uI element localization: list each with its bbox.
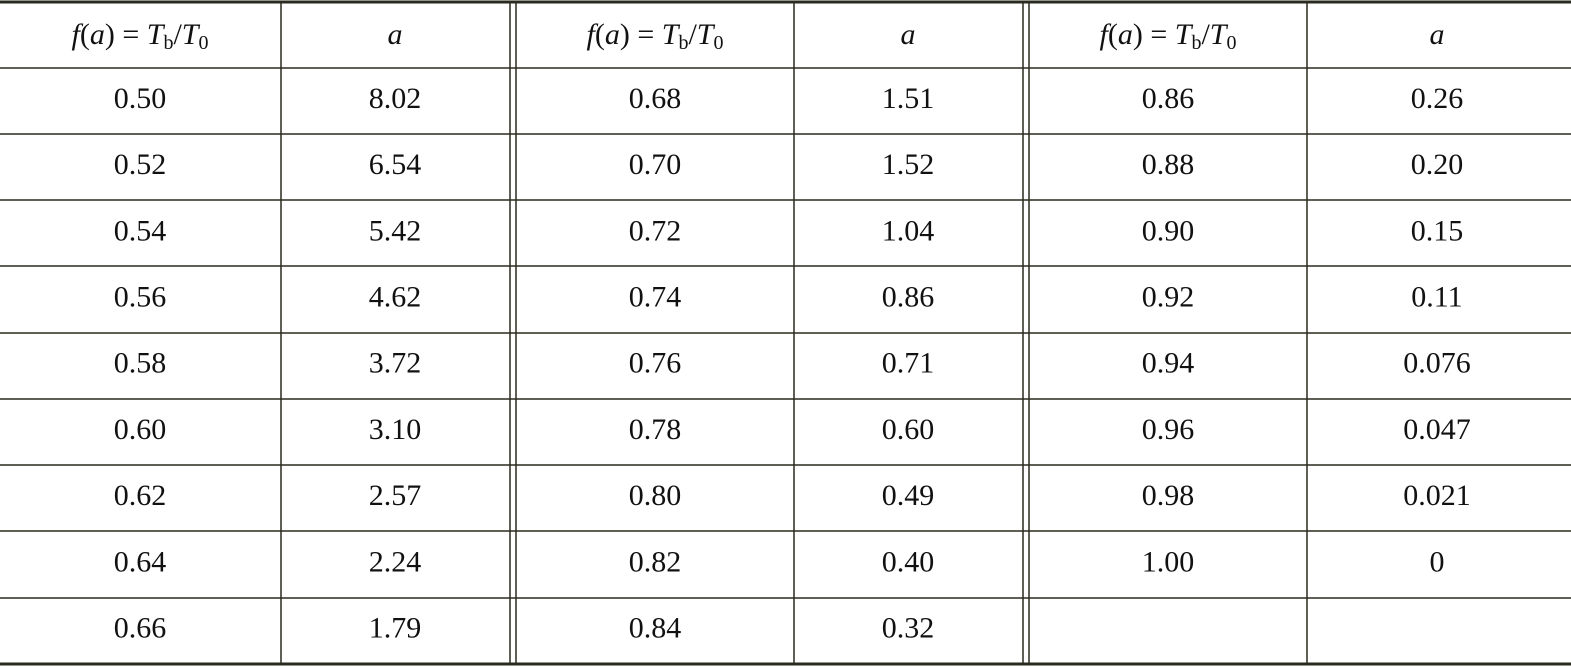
table-cell: 0.60 <box>882 413 935 446</box>
table-cell: 0.56 <box>114 280 167 313</box>
table-cell: 0.68 <box>629 82 682 115</box>
table-cell: 0.15 <box>1411 214 1464 247</box>
table-cell: 0 <box>1430 545 1445 578</box>
table-cell: 0.32 <box>882 611 935 644</box>
table-cell: 0.72 <box>629 214 682 247</box>
table-cell: 0.74 <box>629 280 682 313</box>
table-cell: 0.076 <box>1403 347 1471 380</box>
table-cell: 2.24 <box>369 545 422 578</box>
header-segment: b <box>1191 32 1201 54</box>
table-cell: 8.02 <box>369 82 422 115</box>
table-cell: 0.78 <box>629 413 682 446</box>
table-cell: 0.86 <box>1142 82 1195 115</box>
table-cell: 0.92 <box>1142 280 1195 313</box>
table-cell: 0.76 <box>629 347 682 380</box>
header-segment: a <box>1430 18 1445 51</box>
header-segment: ( <box>80 18 90 51</box>
table-cell: 1.79 <box>369 611 422 644</box>
table-cell: 0.54 <box>114 214 167 247</box>
header-segment: b <box>678 32 688 54</box>
table-cell: 1.04 <box>882 214 935 247</box>
header-segment: a <box>90 18 105 51</box>
header-cell: f(a) = Tb/T0 <box>72 18 209 54</box>
table-cell: 0.021 <box>1403 479 1471 512</box>
header-segment: T <box>1210 18 1229 51</box>
table-cell: 0.84 <box>629 611 682 644</box>
header-cell: a <box>1430 18 1445 51</box>
table-cell: 0.40 <box>882 545 935 578</box>
header-cell: a <box>901 18 916 51</box>
header-segment: 0 <box>198 32 208 54</box>
header-segment: / <box>688 18 697 51</box>
table-cell: 0.49 <box>882 479 935 512</box>
header-segment: ( <box>1108 18 1118 51</box>
table-cell: 3.72 <box>369 347 422 380</box>
header-segment: a <box>1118 18 1133 51</box>
table-cell: 0.90 <box>1142 214 1195 247</box>
table-cell: 0.80 <box>629 479 682 512</box>
table-cell: 0.98 <box>1142 479 1195 512</box>
table-cell: 0.64 <box>114 545 167 578</box>
header-segment: / <box>1201 18 1210 51</box>
header-segment: a <box>388 18 403 51</box>
header-segment: T <box>182 18 201 51</box>
header-segment: / <box>173 18 182 51</box>
table-cell: 0.62 <box>114 479 167 512</box>
header-segment: T <box>147 18 166 51</box>
table-cell: 3.10 <box>369 413 422 446</box>
table-cell: 0.88 <box>1142 148 1195 181</box>
header-segment: T <box>662 18 681 51</box>
table-cell: 1.52 <box>882 148 935 181</box>
header-segment: ) = <box>620 18 662 51</box>
table-cell: 1.51 <box>882 82 935 115</box>
table-cell: 6.54 <box>369 148 422 181</box>
table-cell: 4.62 <box>369 280 422 313</box>
header-segment: T <box>697 18 716 51</box>
header-cell: a <box>388 18 403 51</box>
header-cell: f(a) = Tb/T0 <box>1100 18 1237 54</box>
header-segment: ) = <box>105 18 147 51</box>
table-cell: 0.86 <box>882 280 935 313</box>
table-cell: 0.71 <box>882 347 935 380</box>
table-cell: 0.66 <box>114 611 167 644</box>
header-segment: ( <box>595 18 605 51</box>
header-cell: f(a) = Tb/T0 <box>587 18 724 54</box>
header-segment: 0 <box>713 32 723 54</box>
table-cell: 0.047 <box>1403 413 1471 446</box>
header-segment: T <box>1175 18 1194 51</box>
table-cell: 0.58 <box>114 347 167 380</box>
table-cell: 0.82 <box>629 545 682 578</box>
table-cell: 1.00 <box>1142 545 1195 578</box>
table-cell: 0.94 <box>1142 347 1195 380</box>
header-segment: ) = <box>1133 18 1175 51</box>
header-segment: a <box>605 18 620 51</box>
table-cell: 5.42 <box>369 214 422 247</box>
table-cell: 0.60 <box>114 413 167 446</box>
header-segment: a <box>901 18 916 51</box>
table-cell: 0.96 <box>1142 413 1195 446</box>
table-cell: 0.70 <box>629 148 682 181</box>
table-cell: 0.52 <box>114 148 167 181</box>
header-segment: 0 <box>1226 32 1236 54</box>
header-segment: b <box>163 32 173 54</box>
table-cell: 0.20 <box>1411 148 1464 181</box>
table-cell: 2.57 <box>369 479 422 512</box>
table-cell: 0.50 <box>114 82 167 115</box>
table-cell: 0.26 <box>1411 82 1464 115</box>
table-cell: 0.11 <box>1411 280 1462 313</box>
